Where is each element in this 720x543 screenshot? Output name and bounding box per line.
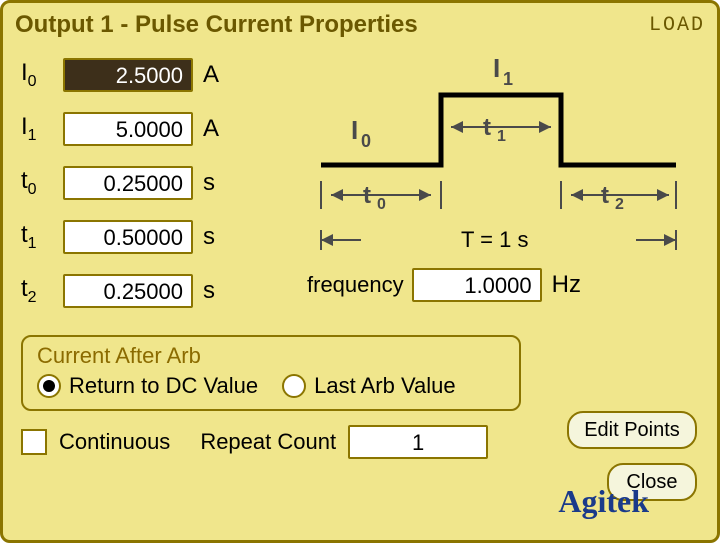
param-label-t1: t1: [21, 221, 63, 253]
input-t2[interactable]: 0.25000: [63, 274, 193, 308]
input-repeat-count[interactable]: 1: [348, 425, 488, 459]
input-t1[interactable]: 0.50000: [63, 220, 193, 254]
input-i0[interactable]: 2.5000: [63, 58, 193, 92]
param-label-t2: t2: [21, 275, 63, 307]
radio-label-last-arb: Last Arb Value: [314, 373, 455, 399]
svg-text:t: t: [601, 182, 609, 209]
content-area: I0 2.5000 A I1 5.0000 A t0 0.25000 s t1 …: [3, 43, 717, 333]
load-indicator: LOAD: [649, 14, 705, 37]
svg-text:I: I: [351, 115, 358, 145]
radio-last-arb[interactable]: Last Arb Value: [282, 373, 455, 399]
radio-circle-icon: [37, 374, 61, 398]
svg-text:I: I: [493, 55, 500, 83]
param-row-t0: t0 0.25000 s: [21, 163, 281, 203]
svg-text:t: t: [363, 182, 371, 209]
param-label-i0: I0: [21, 59, 63, 91]
parameter-column: I0 2.5000 A I1 5.0000 A t0 0.25000 s t1 …: [21, 55, 281, 325]
continuous-label: Continuous: [59, 429, 170, 455]
pulse-properties-window: Output 1 - Pulse Current Properties LOAD…: [0, 0, 720, 543]
edit-points-button[interactable]: Edit Points: [567, 411, 697, 449]
titlebar: Output 1 - Pulse Current Properties LOAD: [3, 3, 717, 43]
param-row-i1: I1 5.0000 A: [21, 109, 281, 149]
svg-text:0: 0: [377, 196, 386, 213]
unit-i1: A: [203, 115, 219, 143]
radio-return-dc[interactable]: Return to DC Value: [37, 373, 258, 399]
radio-label-return-dc: Return to DC Value: [69, 373, 258, 399]
param-row-t2: t2 0.25000 s: [21, 271, 281, 311]
diagram-area: I 1 I 0 t 1 t 0 t: [281, 55, 699, 325]
param-row-t1: t1 0.50000 s: [21, 217, 281, 257]
param-row-i0: I0 2.5000 A: [21, 55, 281, 95]
unit-t2: s: [203, 277, 215, 305]
svg-text:t: t: [483, 114, 491, 141]
frequency-row: frequency 1.0000 Hz: [301, 268, 699, 302]
continuous-checkbox[interactable]: [21, 429, 47, 455]
unit-i0: A: [203, 61, 219, 89]
input-frequency[interactable]: 1.0000: [412, 268, 542, 302]
radio-row: Return to DC Value Last Arb Value: [37, 373, 505, 399]
period-label: T = 1 s: [461, 227, 528, 252]
input-i1[interactable]: 5.0000: [63, 112, 193, 146]
pulse-diagram: I 1 I 0 t 1 t 0 t: [301, 55, 681, 255]
svg-text:2: 2: [615, 196, 624, 213]
param-label-t0: t0: [21, 167, 63, 199]
unit-t1: s: [203, 223, 215, 251]
window-title: Output 1 - Pulse Current Properties: [15, 11, 649, 39]
svg-text:1: 1: [497, 128, 506, 145]
frequency-label: frequency: [307, 272, 404, 298]
group-title: Current After Arb: [37, 343, 505, 369]
param-label-i1: I1: [21, 113, 63, 145]
input-t0[interactable]: 0.25000: [63, 166, 193, 200]
close-button[interactable]: Close: [607, 463, 697, 501]
current-after-arb-group: Current After Arb Return to DC Value Las…: [21, 335, 521, 411]
unit-frequency: Hz: [552, 271, 581, 299]
repeat-count-label: Repeat Count: [200, 429, 336, 455]
radio-circle-icon: [282, 374, 306, 398]
svg-text:0: 0: [361, 131, 371, 151]
unit-t0: s: [203, 169, 215, 197]
svg-text:1: 1: [503, 69, 513, 89]
